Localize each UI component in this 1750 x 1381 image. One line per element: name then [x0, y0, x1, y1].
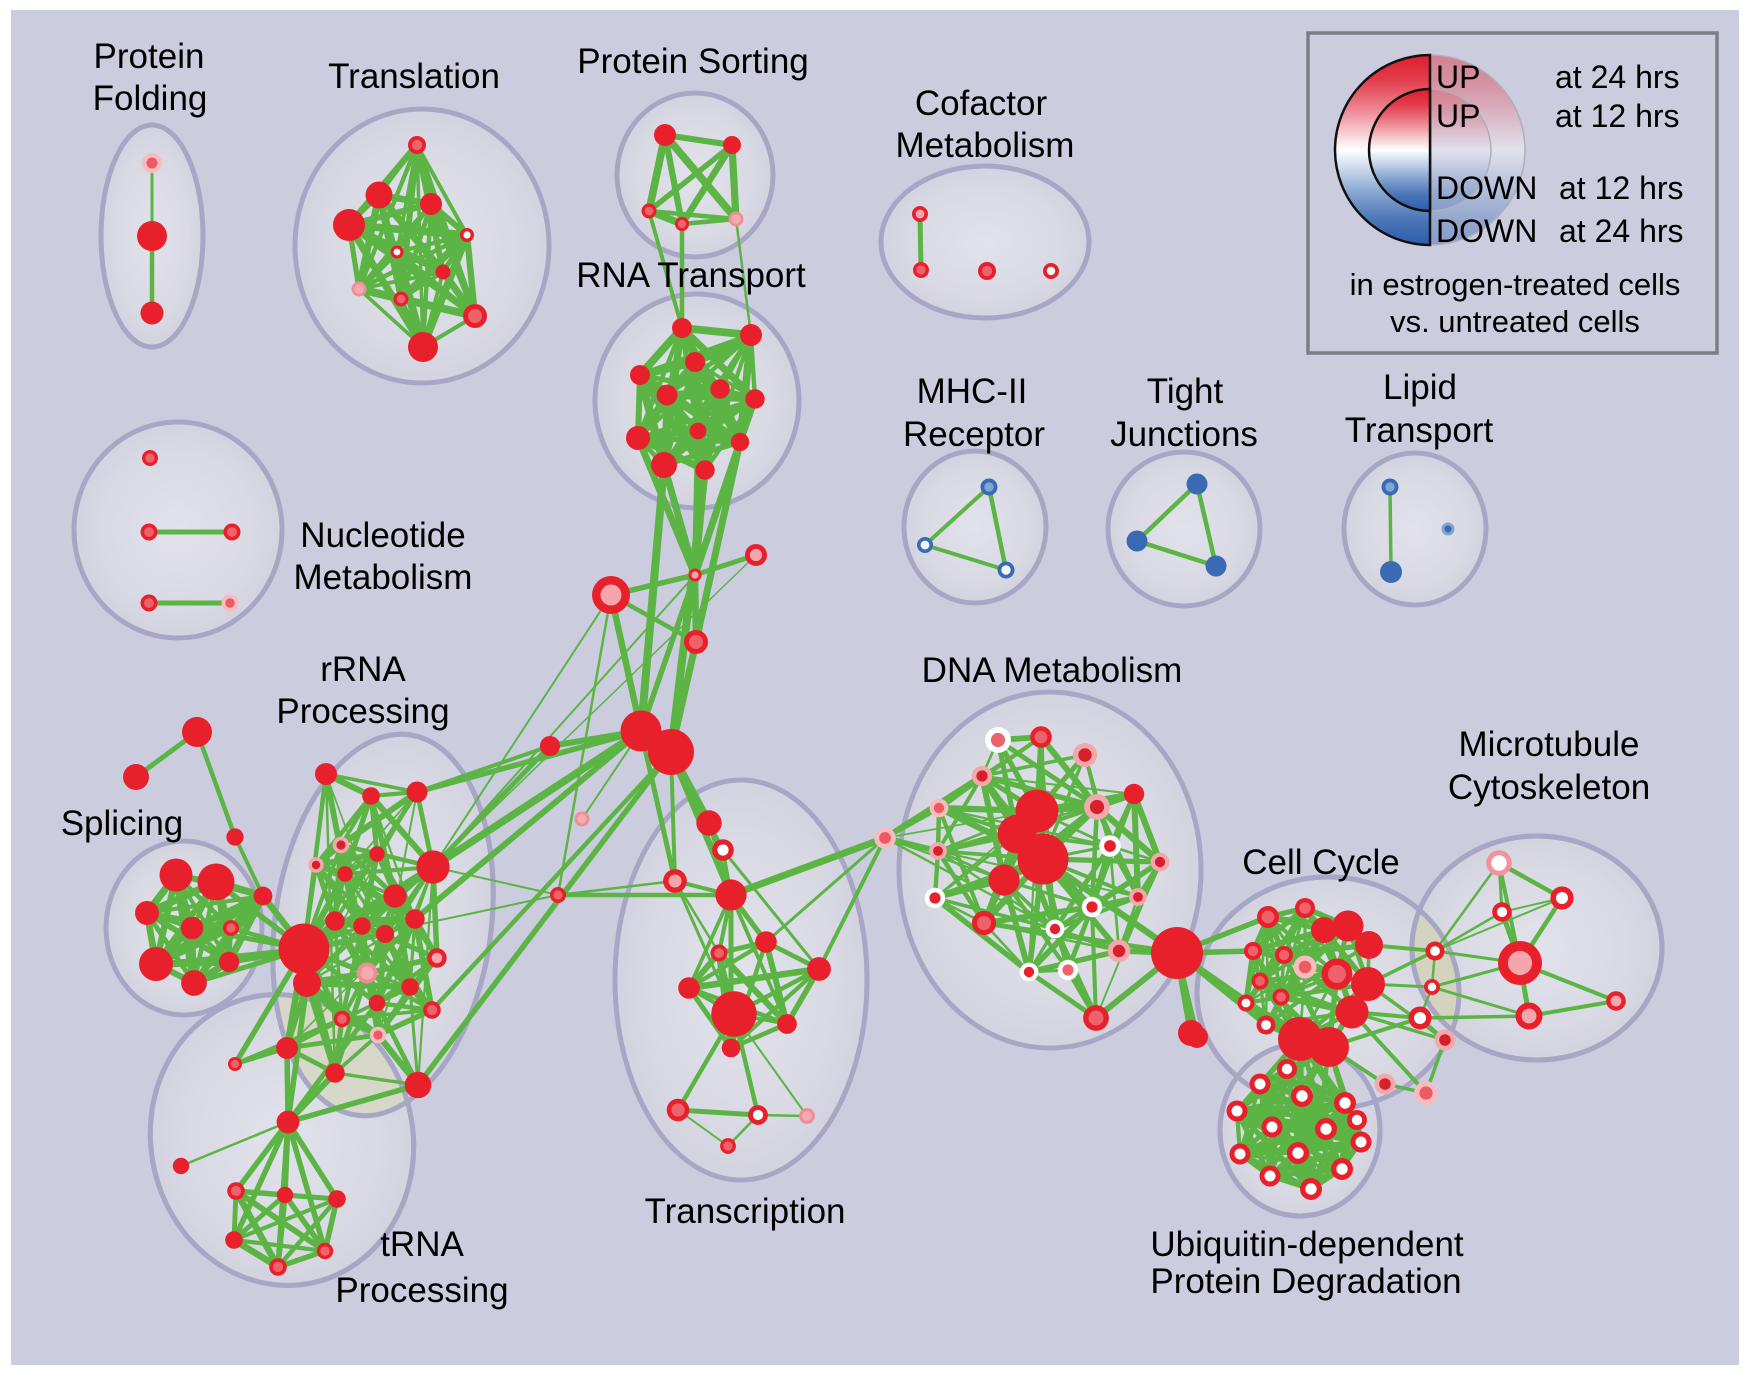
svg-text:DOWN: DOWN: [1436, 170, 1537, 206]
svg-text:rRNA: rRNA: [320, 650, 406, 689]
svg-text:Cofactor: Cofactor: [915, 84, 1048, 123]
svg-text:Processing: Processing: [335, 1271, 508, 1310]
svg-text:Nucleotide: Nucleotide: [300, 516, 465, 555]
svg-text:at 12 hrs: at 12 hrs: [1555, 98, 1680, 134]
svg-text:Microtubule: Microtubule: [1459, 725, 1640, 764]
svg-text:at 12 hrs: at 12 hrs: [1559, 170, 1684, 206]
svg-text:Metabolism: Metabolism: [294, 558, 473, 597]
svg-text:UP: UP: [1436, 98, 1480, 134]
svg-text:MHC-II: MHC-II: [917, 372, 1028, 411]
svg-text:Cell Cycle: Cell Cycle: [1242, 843, 1400, 882]
svg-text:Tight: Tight: [1147, 372, 1224, 411]
svg-text:tRNA: tRNA: [380, 1225, 464, 1264]
svg-text:DOWN: DOWN: [1436, 213, 1537, 249]
svg-text:at 24 hrs: at 24 hrs: [1555, 59, 1680, 95]
svg-text:Protein Sorting: Protein Sorting: [577, 42, 809, 81]
svg-text:Folding: Folding: [93, 79, 208, 118]
svg-text:in estrogen-treated cells: in estrogen-treated cells: [1350, 267, 1681, 302]
svg-text:Protein: Protein: [94, 37, 205, 76]
svg-text:Ubiquitin-dependent: Ubiquitin-dependent: [1150, 1225, 1464, 1264]
svg-text:RNA Transport: RNA Transport: [576, 256, 806, 295]
svg-text:vs. untreated cells: vs. untreated cells: [1390, 304, 1640, 339]
svg-text:Splicing: Splicing: [61, 804, 184, 843]
svg-text:Transcription: Transcription: [645, 1192, 846, 1231]
svg-text:Transport: Transport: [1345, 411, 1494, 450]
svg-text:Protein Degradation: Protein Degradation: [1150, 1262, 1461, 1301]
svg-text:Lipid: Lipid: [1383, 368, 1457, 407]
svg-text:Processing: Processing: [276, 692, 449, 731]
svg-text:UP: UP: [1436, 59, 1480, 95]
svg-text:Metabolism: Metabolism: [896, 126, 1075, 165]
svg-text:Junctions: Junctions: [1110, 415, 1258, 454]
svg-text:Translation: Translation: [328, 57, 500, 96]
svg-text:Cytoskeleton: Cytoskeleton: [1448, 768, 1650, 807]
svg-text:DNA Metabolism: DNA Metabolism: [922, 651, 1183, 690]
svg-text:at 24 hrs: at 24 hrs: [1559, 213, 1684, 249]
svg-text:Receptor: Receptor: [903, 415, 1045, 454]
